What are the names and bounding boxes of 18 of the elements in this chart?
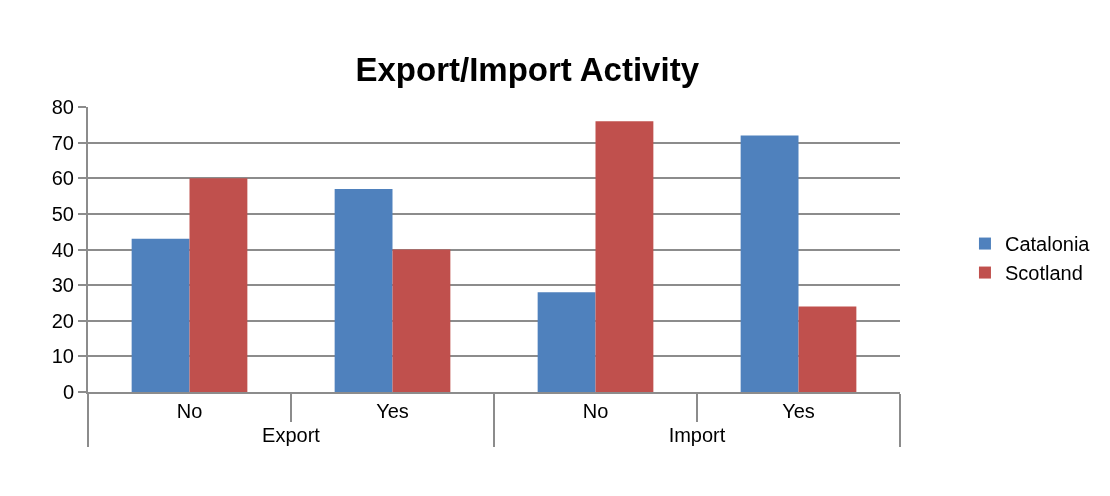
legend-label: Catalonia <box>1004 233 1091 256</box>
text: Export <box>262 424 321 446</box>
y-tick-label: 80 <box>51 96 74 118</box>
y-tick-label: 30 <box>51 274 74 297</box>
x-tick-label: No <box>176 400 203 422</box>
y-tick-label: 0 <box>62 381 74 403</box>
y-tick-label: 20 <box>51 309 74 332</box>
y-tick-label: 70 <box>51 131 74 154</box>
chart-title: Export/Import Activity <box>355 50 700 88</box>
text: Import <box>668 424 726 446</box>
x-tick-label: No <box>582 400 609 422</box>
y-tick-label: 10 <box>51 345 74 368</box>
x-tick-label: Yes <box>782 400 815 422</box>
y-tick-label: 50 <box>51 202 74 225</box>
y-tick-label: 60 <box>51 167 74 190</box>
x-tick-label: Yes <box>376 400 409 422</box>
y-tick-label: 40 <box>51 238 74 261</box>
legend-label: Scotland <box>1004 262 1083 285</box>
